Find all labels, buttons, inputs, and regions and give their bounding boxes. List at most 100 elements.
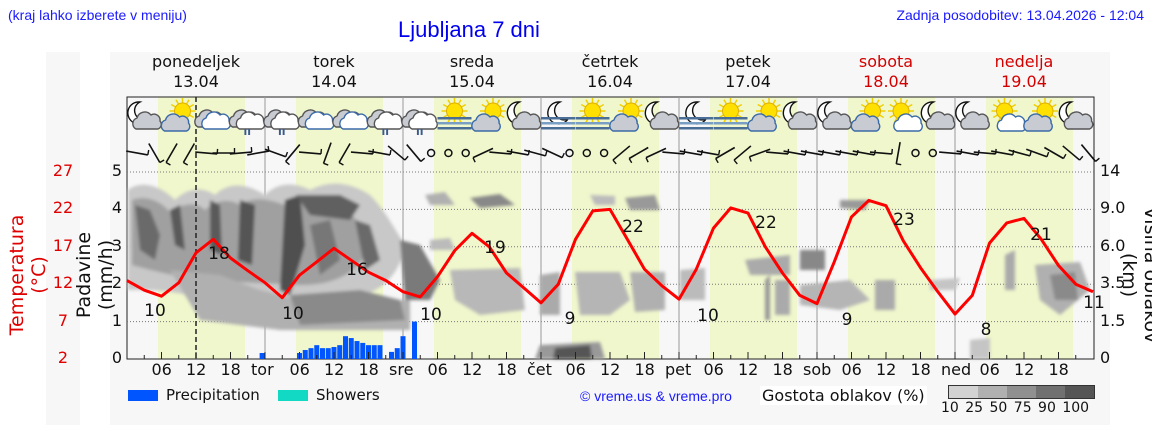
cloud-density-label: Gostota oblakov (%) [760,386,927,405]
day-name: nedelja [994,52,1054,71]
region-hint: (kraj lahko izberete v meniju) [8,7,187,23]
day-name: petek [725,52,771,71]
day-name: ponedeljek [152,52,240,71]
svg-text:23: 23 [893,210,915,230]
x-tick-marks [143,352,1077,359]
x-tick: 06 [565,360,586,379]
axis-tick: 2 [57,348,69,367]
temp-axis-panel [46,52,80,425]
axis-tick: 14 [1100,161,1121,180]
density-swatch [1007,386,1036,398]
x-tick: 18 [910,360,931,379]
x-tick: sob [803,360,832,379]
x-tick: 12 [600,360,621,379]
day-header: sreda 15.04 [403,52,541,92]
day-date: 19.04 [1001,72,1047,91]
legend-showers: Showers [278,386,380,404]
day-header: torek 14.04 [265,52,403,92]
x-tick: 06 [979,360,1000,379]
axis-tick: 3.5 [1100,273,1126,293]
day-header: sobota 18.04 [817,52,955,92]
day-header: nedelja 19.04 [955,52,1093,92]
svg-text:10: 10 [697,306,719,326]
axis-tick: 7 [57,310,69,330]
axis-tick: 9.0 [1100,198,1126,218]
day-name: sreda [449,52,495,71]
axis-tick: 12 [52,273,74,293]
svg-text:8: 8 [981,320,992,340]
x-tick: čet [527,360,552,379]
day-date: 14.04 [311,72,357,91]
svg-text:19: 19 [484,238,506,258]
day-date: 18.04 [863,72,909,91]
x-tick: 06 [841,360,862,379]
x-tick: ned [941,360,972,379]
x-tick: 18 [496,360,517,379]
x-tick: 06 [427,360,448,379]
axis-tick: 6.0 [1100,235,1126,255]
cloud-density-scale [948,385,1095,399]
axis-tick: 17 [52,235,74,255]
day-date: 17.04 [725,72,771,91]
svg-text:ıı: ıı [382,125,390,138]
density-swatch [949,386,978,398]
x-tick: 12 [876,360,897,379]
x-tick: 12 [324,360,345,379]
svg-text:22: 22 [755,213,777,233]
axis-tick: 22 [52,198,74,218]
x-tick: 18 [772,360,793,379]
axis-tick: 5 [111,161,122,180]
svg-text:22: 22 [622,217,644,237]
x-tick: 12 [186,360,207,379]
weather-icons: ıı ıı ıı ıı [127,98,1094,138]
temperature-line [126,198,1094,316]
copyright-link[interactable]: © vreme.us & vreme.pro [580,388,732,404]
day-name: četrtek [581,52,639,71]
x-tick: 12 [462,360,483,379]
day-name: sobota [858,52,914,71]
svg-text:10: 10 [282,304,304,324]
svg-text:10: 10 [420,305,442,325]
precip-swatch [128,389,158,401]
day-date: 13.04 [173,72,219,91]
day-header: petek 17.04 [679,52,817,92]
x-tick: 12 [738,360,759,379]
density-swatch [978,386,1007,398]
x-tick: 18 [634,360,655,379]
axis-tick: 0 [111,348,122,367]
day-name: torek [313,52,355,71]
svg-text:ıı: ıı [244,125,252,138]
svg-text:10: 10 [144,301,166,321]
x-tick: 18 [358,360,379,379]
x-tick: 06 [289,360,310,379]
axis-tick: 0 [1100,348,1111,367]
temperature-labels: 10 18 10 16 10 19 9 22 10 22 9 23 8 21 11 [144,210,1105,340]
svg-text:16: 16 [346,260,368,280]
day-header: ponedeljek 13.04 [127,52,265,92]
x-tick: 18 [1048,360,1069,379]
axis-tick: 1 [111,310,122,330]
svg-text:21: 21 [1030,225,1052,245]
axis-tick: 4 [111,198,122,218]
svg-text:ıı: ıı [278,125,286,138]
day-date: 15.04 [449,72,495,91]
axis-tick: 27 [52,161,74,180]
x-tick: 06 [703,360,724,379]
x-tick: 18 [220,360,241,379]
svg-text:18: 18 [208,244,230,264]
wind-barbs [126,142,1100,166]
axis-tick: 1.5 [1100,310,1126,330]
x-tick: 12 [1014,360,1035,379]
svg-text:ıı: ıı [416,125,424,138]
svg-text:9: 9 [842,310,853,330]
legend-precipitation: Precipitation [128,386,260,404]
density-swatch [1036,386,1065,398]
svg-text:9: 9 [565,309,576,329]
axis-tick: 2 [111,273,122,293]
day-date: 16.04 [587,72,633,91]
page-title: Ljubljana 7 dni [398,17,540,42]
x-tick: sre [389,360,414,379]
axis-tick: 3 [111,235,122,255]
day-header: četrtek 16.04 [541,52,679,92]
